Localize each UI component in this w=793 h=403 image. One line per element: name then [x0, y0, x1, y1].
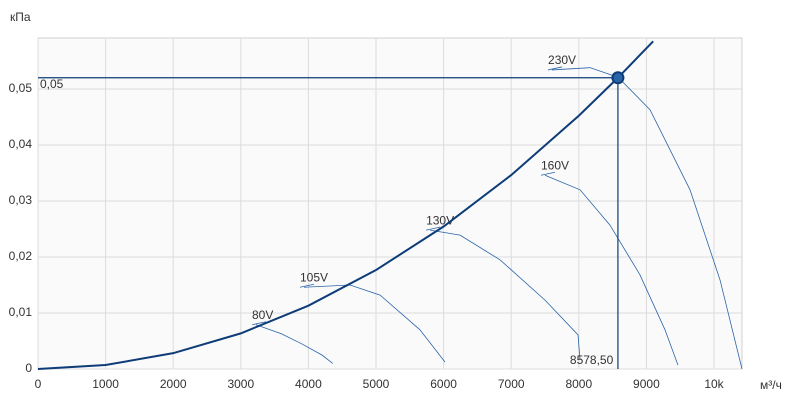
operating-point: [611, 71, 625, 85]
x-tick-label: 4000: [295, 377, 322, 391]
curve-label: 230V: [548, 53, 576, 67]
x-tick-label: 1000: [92, 377, 119, 391]
x-tick-label: 6000: [430, 377, 457, 391]
fan-curve: [430, 229, 581, 361]
y-tick-label: 0,04: [9, 137, 33, 151]
curve-label: 130V: [426, 213, 454, 227]
operating-y-label: 0,05: [40, 77, 64, 91]
x-tick-label: 7000: [498, 377, 525, 391]
x-tick-label: 9000: [633, 377, 660, 391]
fan-curve: [544, 174, 679, 366]
curve-label: 80V: [252, 308, 273, 322]
curve-label: 105V: [300, 270, 328, 284]
curve-label: 160V: [541, 158, 569, 172]
label-leader: [540, 171, 556, 176]
fan-curve: [303, 284, 446, 363]
y-axis-label: кПа: [10, 10, 31, 24]
system-curve: [37, 40, 654, 370]
x-tick-label: 0: [35, 377, 42, 391]
fan-curve: [552, 67, 743, 370]
x-axis-label: м³/ч: [760, 378, 782, 392]
label-leader: [251, 321, 267, 326]
y-tick-label: 0,01: [9, 305, 33, 319]
label-leader: [547, 66, 563, 71]
label-leader: [299, 283, 315, 288]
x-tick-label: 3000: [227, 377, 254, 391]
y-tick-label: 0,03: [9, 193, 33, 207]
y-tick-label: 0,02: [9, 249, 33, 263]
operating-x-label: 8578,50: [570, 353, 614, 367]
fan-curve: [255, 324, 333, 364]
x-tick-label: 8000: [565, 377, 592, 391]
y-tick-label: 0,05: [9, 81, 33, 95]
plot-area: [37, 37, 743, 370]
label-leader: [426, 226, 441, 231]
x-tick-label: 10k: [704, 377, 724, 391]
y-tick-label: 0: [25, 361, 32, 375]
x-tick-label: 2000: [160, 377, 187, 391]
x-tick-label: 5000: [363, 377, 390, 391]
